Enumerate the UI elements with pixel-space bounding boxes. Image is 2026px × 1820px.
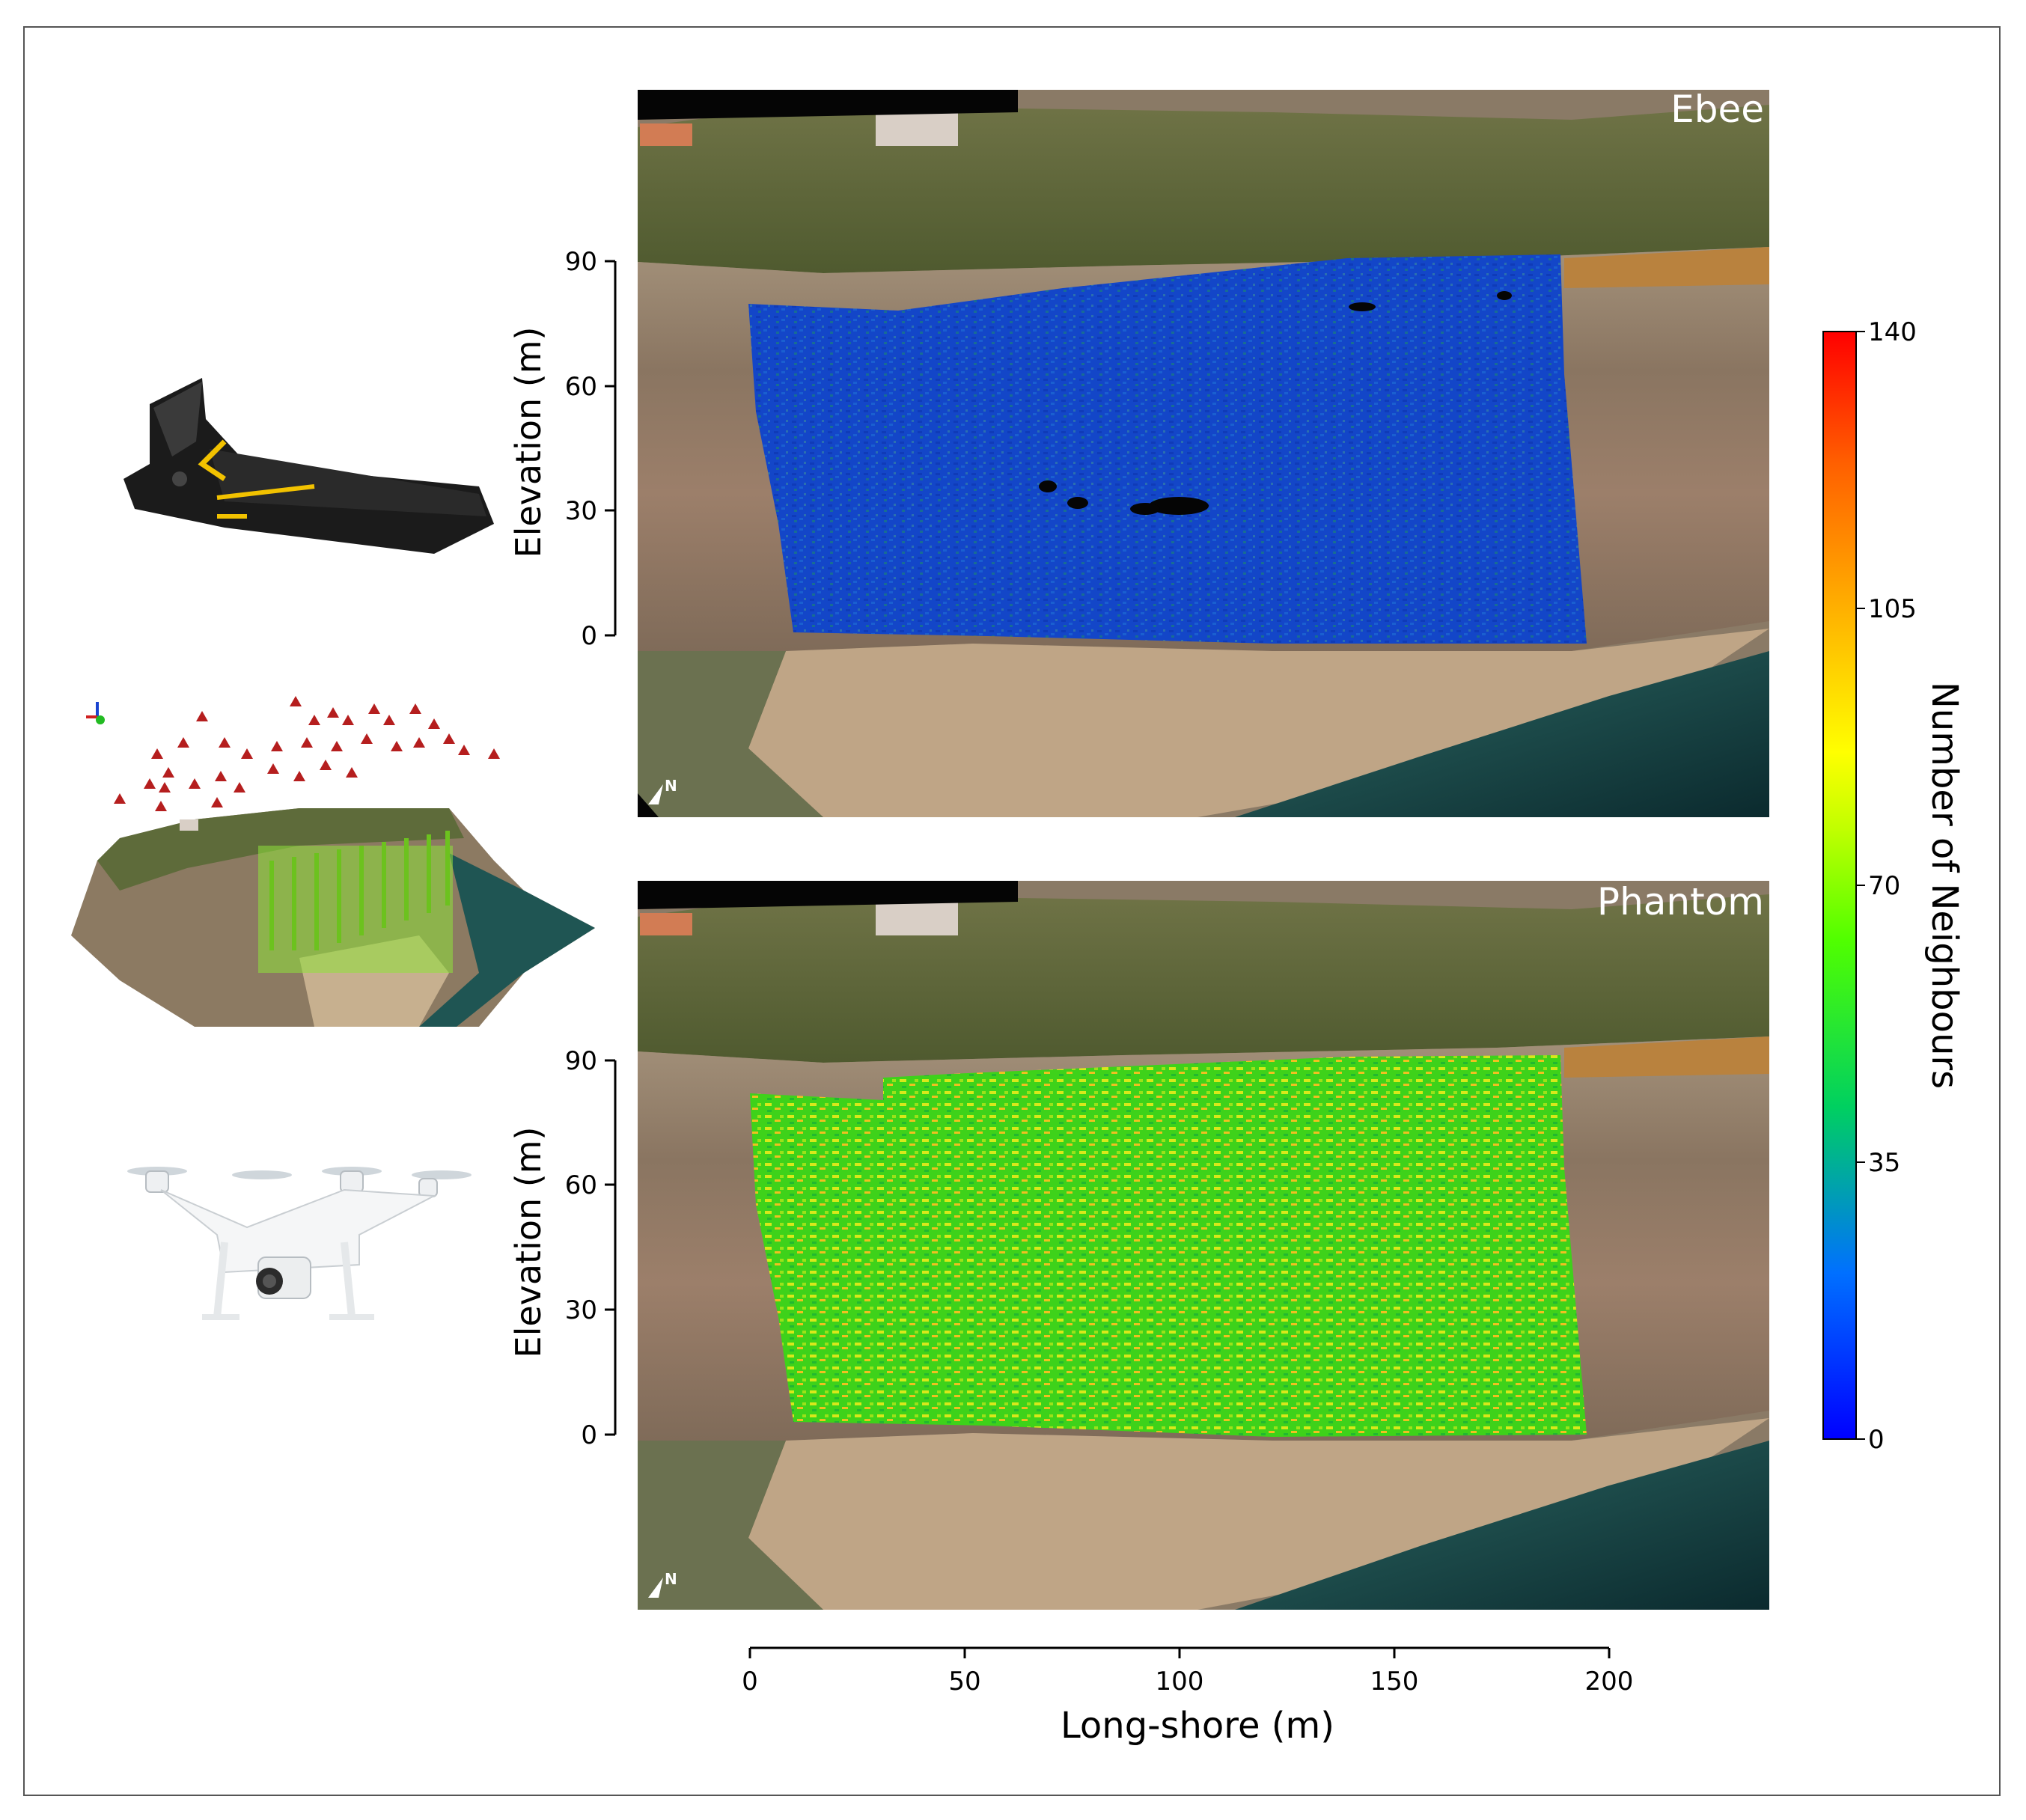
panel-phantom: [638, 881, 1769, 1610]
quadcopter-drone-icon: [127, 1167, 472, 1320]
sea: [1235, 651, 1769, 817]
colorbar-label: Number of Neighbours: [1923, 682, 1965, 1089]
building: [876, 112, 958, 146]
ytick-label: 30: [565, 1295, 597, 1325]
orange-cliff-top: [1564, 1036, 1769, 1078]
y-axis-label: Elevation (m): [508, 1127, 549, 1358]
orange-cliff-top: [1564, 247, 1769, 288]
y-axis-ebee: 0 30 60 90 Elevation (m): [508, 247, 617, 651]
point-cloud-density-ebee: [748, 254, 1587, 644]
building-roof: [640, 913, 692, 935]
point-cloud-density-phantom: [750, 1055, 1587, 1437]
no-data-holes: [1039, 291, 1512, 515]
ytick-label: 0: [581, 1420, 597, 1450]
panel-ebee: [638, 90, 1769, 817]
ytick-label: 60: [565, 1170, 597, 1200]
figure-frame: [23, 26, 2001, 1796]
hillside-vegetation: [638, 894, 1769, 1063]
colorbar: 0 35 70 105 140 Number of Neighbours: [1822, 317, 1965, 1455]
camera-positions-3d-model-icon: [71, 696, 595, 1027]
y-axis-phantom: 0 30 60 90 Elevation (m): [508, 1046, 617, 1450]
colorbar-gradient: [1822, 331, 1857, 1440]
panel-title-ebee: Ebee: [1670, 88, 1764, 131]
beach: [748, 629, 1769, 817]
colorbar-tick: 105: [1868, 594, 1917, 624]
x-axis: 0 50 100 150 200 Long-shore (m): [742, 1646, 1634, 1747]
road: [638, 651, 823, 817]
x-axis-label: Long-shore (m): [1061, 1705, 1334, 1747]
beach: [748, 1418, 1769, 1610]
ytick-label: 0: [581, 621, 597, 651]
xtick-label: 200: [1585, 1667, 1634, 1697]
building-roof: [640, 123, 692, 146]
panel-title-phantom: Phantom: [1597, 880, 1764, 923]
ytick-label: 60: [565, 372, 597, 402]
ytick-label: 30: [565, 496, 597, 526]
no-data-mask: [638, 881, 1018, 909]
building: [876, 902, 958, 935]
sea: [1235, 1441, 1769, 1610]
y-axis-label: Elevation (m): [508, 327, 549, 558]
svg-text:N: N: [665, 777, 677, 795]
north-arrow-phantom: N: [648, 1570, 677, 1598]
hillside-vegetation: [638, 105, 1769, 273]
north-arrow-ebee: N: [648, 777, 677, 804]
colorbar-tick: 0: [1868, 1425, 1885, 1455]
xtick-label: 100: [1156, 1667, 1204, 1697]
colorbar-tick: 70: [1868, 871, 1900, 901]
colorbar-tick: 140: [1868, 317, 1917, 347]
xtick-label: 150: [1370, 1667, 1419, 1697]
xtick-label: 50: [948, 1667, 980, 1697]
ytick-label: 90: [565, 247, 597, 277]
no-data-mask: [638, 90, 1018, 120]
fixed-wing-drone-icon: [123, 378, 494, 554]
svg-text:N: N: [665, 1570, 677, 1588]
road: [638, 1441, 823, 1610]
ytick-label: 90: [565, 1046, 597, 1076]
no-data-mask-bottom: [638, 793, 659, 817]
xtick-label: 0: [742, 1667, 758, 1697]
colorbar-tick: 35: [1868, 1148, 1900, 1178]
